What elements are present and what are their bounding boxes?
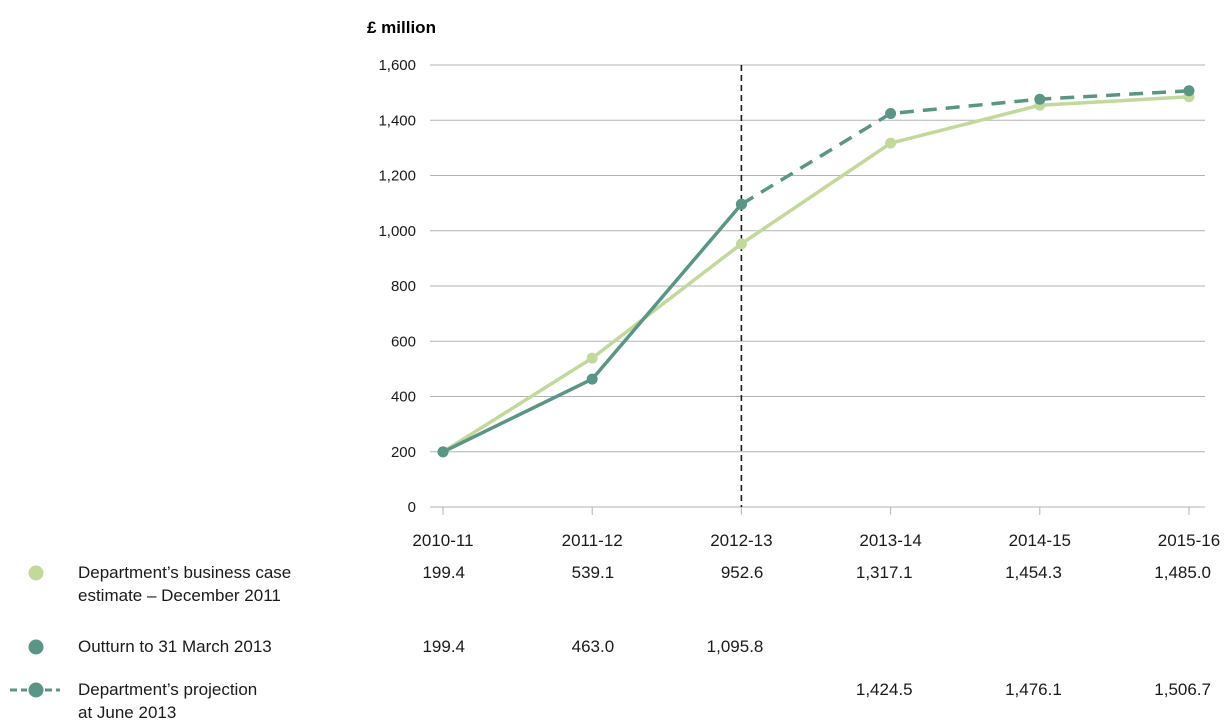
y-tick-label: 200 (391, 444, 416, 461)
table-value: 1,506.7 (1154, 680, 1211, 699)
x-axis-ticks: 2010-11 2011-12 2012-13 2013-14 2014-15 2015-… (412, 507, 1220, 550)
legend-marker (28, 565, 44, 581)
legend-label: Department’s projection (78, 680, 257, 699)
series-point-0 (885, 137, 897, 149)
x-tick-label: 2014-15 (1009, 531, 1071, 550)
x-tick-label: 2012-13 (710, 531, 772, 550)
table-value: 952.6 (721, 563, 764, 582)
series-line-2 (740, 89, 1190, 206)
legend-label: Department’s business case (78, 563, 291, 582)
y-tick-label: 400 (391, 389, 416, 406)
series-point-0 (735, 238, 747, 250)
legend-label: Outturn to 31 March 2013 (78, 637, 272, 656)
legend-table: Department’s business case estimate – Dec… (10, 563, 1211, 722)
x-tick-label: 2013-14 (859, 531, 921, 550)
series-points (437, 85, 1195, 458)
x-tick-label: 2011-12 (562, 531, 623, 550)
series-point-1 (586, 373, 598, 385)
series-point-2 (1183, 85, 1195, 97)
table-value: 1,476.1 (1005, 680, 1062, 699)
legend-label: estimate – December 2011 (78, 586, 281, 605)
y-tick-label: 1,400 (378, 112, 416, 129)
legend-marker (28, 682, 44, 698)
table-value: 1,485.0 (1154, 563, 1211, 582)
table-value: 199.4 (422, 563, 465, 582)
x-tick-label: 2015-16 (1158, 531, 1220, 550)
y-tick-label: 1,600 (378, 57, 416, 74)
y-tick-label: 800 (391, 278, 416, 295)
table-value: 539.1 (572, 563, 615, 582)
series-point-1 (437, 446, 449, 458)
legend-label: at June 2013 (78, 703, 176, 722)
x-tick-label: 2010-11 (412, 531, 473, 550)
series-point-2 (1034, 93, 1046, 105)
table-value: 463.0 (572, 637, 615, 656)
y-tick-label: 600 (391, 333, 416, 350)
series-point-2 (885, 107, 897, 119)
series-point-2 (735, 198, 747, 210)
y-tick-label: 0 (408, 499, 416, 516)
table-value: 1,424.5 (856, 680, 913, 699)
y-axis-unit-label: £ million (367, 18, 436, 37)
series-lines (441, 89, 1191, 454)
table-value: 199.4 (422, 637, 465, 656)
gridlines (430, 64, 1205, 508)
legend-marker (28, 639, 44, 655)
series-point-0 (586, 352, 598, 364)
y-axis-ticks: 0 200 400 600 800 1,000 1,200 1,400 1,600 (378, 57, 416, 516)
series-line-0 (441, 95, 1191, 454)
table-value: 1,095.8 (707, 637, 764, 656)
y-tick-label: 1,200 (378, 168, 416, 185)
y-tick-label: 1,000 (378, 223, 416, 240)
series-line-1 (441, 202, 744, 454)
table-value: 1,454.3 (1005, 563, 1062, 582)
table-value: 1,317.1 (856, 563, 913, 582)
